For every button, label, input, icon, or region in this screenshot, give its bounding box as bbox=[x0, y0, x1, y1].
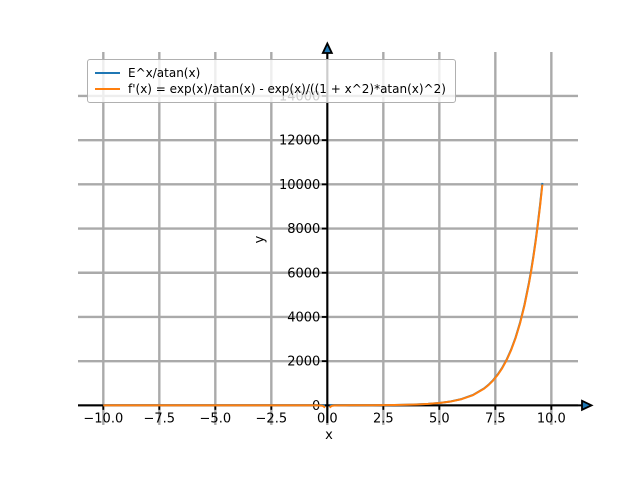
y-tick-label: 12000 bbox=[279, 134, 320, 149]
series-line bbox=[103, 182, 544, 407]
x-tick-label: 5.0 bbox=[429, 411, 450, 426]
legend-label: f'(x) = exp(x)/atan(x) - exp(x)/((1 + x^… bbox=[128, 82, 446, 96]
x-axis-arrow-icon bbox=[581, 399, 594, 412]
x-tick-label: −7.5 bbox=[144, 411, 176, 426]
x-tick-label: −5.0 bbox=[200, 411, 232, 426]
legend-line-swatch-icon bbox=[95, 88, 120, 90]
y-tick-label: 6000 bbox=[287, 266, 320, 281]
legend-item: f'(x) = exp(x)/atan(x) - exp(x)/((1 + x^… bbox=[95, 81, 446, 97]
y-tick-label: 10000 bbox=[279, 178, 320, 193]
x-tick-label: 2.5 bbox=[373, 411, 394, 426]
x-axis-label: x bbox=[325, 428, 333, 443]
legend-item: E^x/atan(x) bbox=[95, 65, 446, 81]
y-tick-label: 8000 bbox=[287, 222, 320, 237]
y-axis-label: y bbox=[252, 235, 268, 244]
x-tick-label: −2.5 bbox=[256, 411, 288, 426]
y-tick-label: 4000 bbox=[287, 310, 320, 325]
x-tick-label: 7.5 bbox=[485, 411, 506, 426]
legend-line-swatch-icon bbox=[95, 72, 120, 74]
x-tick-label: −10.0 bbox=[83, 411, 123, 426]
legend-label: E^x/atan(x) bbox=[128, 66, 201, 80]
x-tick-label: 10.0 bbox=[537, 411, 566, 426]
series-line bbox=[103, 184, 544, 409]
x-tick-label: 0.0 bbox=[317, 411, 338, 426]
y-axis-arrow-icon bbox=[321, 41, 334, 54]
y-tick-label: 2000 bbox=[287, 355, 320, 370]
legend: E^x/atan(x) f'(x) = exp(x)/atan(x) - exp(… bbox=[87, 59, 456, 103]
